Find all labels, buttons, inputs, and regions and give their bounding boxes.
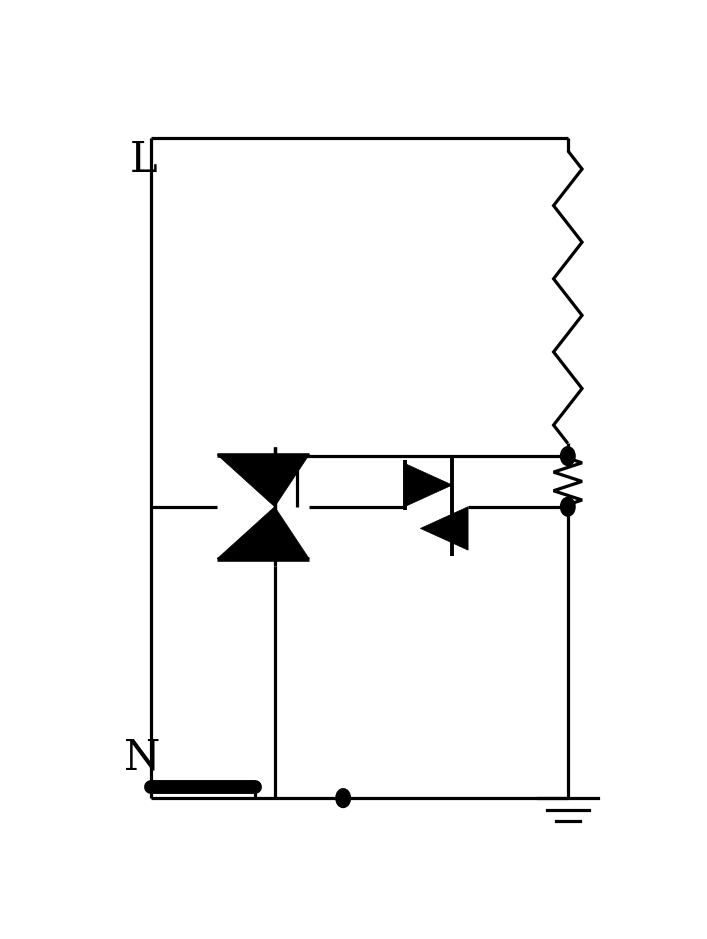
Text: L: L bbox=[129, 139, 157, 180]
Polygon shape bbox=[217, 507, 309, 559]
Polygon shape bbox=[421, 507, 468, 550]
Circle shape bbox=[561, 448, 574, 465]
Polygon shape bbox=[404, 463, 452, 507]
Text: N: N bbox=[124, 736, 160, 778]
Circle shape bbox=[337, 790, 350, 807]
Circle shape bbox=[561, 498, 574, 516]
Polygon shape bbox=[217, 454, 309, 507]
